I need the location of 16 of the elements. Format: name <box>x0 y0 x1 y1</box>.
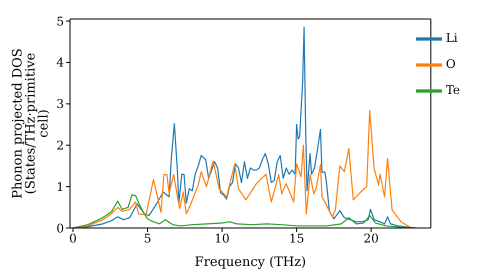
legend-label: Li <box>446 31 458 46</box>
legend-label: O <box>446 57 456 72</box>
y-tick-label: 2 <box>56 138 64 152</box>
x-tick-label: 10 <box>214 232 230 246</box>
y-axis-title: Phonon projected DOS (States/THz·primitive cell) <box>10 48 52 199</box>
legend-label: Te <box>446 83 460 98</box>
x-axis-title: Frequency (THz) <box>194 255 306 270</box>
x-tick-label: 0 <box>69 232 77 246</box>
y-tick-label: 0 <box>56 221 64 236</box>
y-tick-label: 4 <box>56 56 64 70</box>
x-tick-label: 20 <box>364 232 379 246</box>
y-tick-label: 3 <box>56 97 64 112</box>
y-tick-label: 5 <box>56 14 64 28</box>
x-tick-label: 5 <box>144 232 152 246</box>
x-tick-label: 15 <box>288 232 304 246</box>
y-tick-label: 1 <box>56 180 64 194</box>
